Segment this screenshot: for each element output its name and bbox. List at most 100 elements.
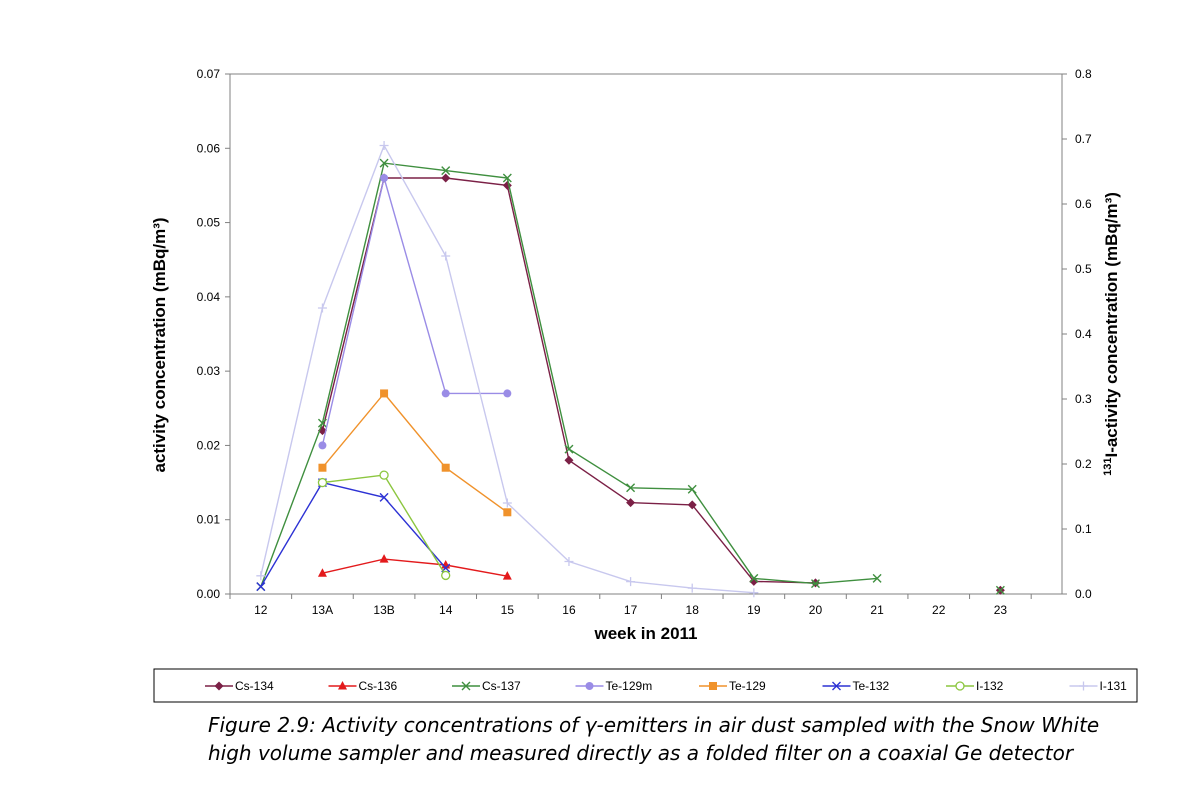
x-tick-label: 13A <box>312 603 333 617</box>
data-point-cs-137 <box>564 444 574 454</box>
legend-item-cs-134: Cs-134 <box>205 679 274 693</box>
data-point-cs-134 <box>441 173 451 183</box>
x-tick-label: 21 <box>870 603 884 617</box>
y-tick-label: 0.01 <box>197 513 221 527</box>
series-layer <box>256 141 1005 598</box>
data-point-te-132 <box>379 492 389 502</box>
legend-label: Te-129 <box>729 679 766 693</box>
data-point-cs-137 <box>502 173 512 183</box>
legend-label: Cs-134 <box>235 679 274 693</box>
data-point-i-131 <box>502 498 512 508</box>
data-point-cs-134 <box>687 500 697 510</box>
legend-swatch-marker <box>955 681 965 691</box>
data-point-cs-134 <box>626 498 636 508</box>
data-point-te-129m <box>441 389 450 398</box>
y-axis-title: activity concentration (mBq/m³) <box>150 217 169 472</box>
data-point-te-129m <box>503 389 512 398</box>
legend-swatch-marker <box>585 682 594 690</box>
data-point-i-131 <box>564 557 574 566</box>
legend-swatch-marker <box>832 681 841 691</box>
data-point-i-131 <box>749 588 759 598</box>
data-point-te-129 <box>503 508 512 517</box>
y-tick-label: 0.05 <box>197 216 221 230</box>
data-point-cs-136 <box>379 554 389 563</box>
data-point-i-131 <box>687 583 697 593</box>
series-cs-136 <box>317 554 512 580</box>
legend-item-te-129m: Te-129m <box>575 679 653 693</box>
y2-tick-label: 0.5 <box>1075 262 1092 276</box>
legend: Cs-134 Cs-136 Cs-137 Te-129m Te-129 Te-132 I-1… <box>205 679 1127 693</box>
data-point-cs-136 <box>502 571 512 580</box>
legend-item-i-132: I-132 <box>946 679 1004 693</box>
series-cs-137 <box>256 158 1005 595</box>
data-point-cs-137 <box>995 585 1005 595</box>
legend-swatch-marker <box>214 681 224 691</box>
data-point-te-129 <box>380 389 389 398</box>
data-point-te-132 <box>256 582 266 592</box>
data-point-cs-137 <box>687 484 697 494</box>
legend-label: Cs-137 <box>482 679 521 693</box>
legend-swatch-marker <box>709 682 717 690</box>
y2-tick-label: 0.6 <box>1075 197 1092 211</box>
y-tick-label: 0.04 <box>197 290 221 304</box>
axes: 0.00 0.01 0.02 0.03 0.04 0.05 0.06 0.07 0.0 0.1 0.… <box>197 67 1092 617</box>
data-point-i-131 <box>441 251 451 261</box>
series-i-132 <box>317 470 451 581</box>
legend-label: Cs-136 <box>359 679 398 693</box>
data-point-cs-137 <box>810 579 820 589</box>
legend-label: Te-132 <box>853 679 890 693</box>
series-line-te-129 <box>321 392 508 513</box>
x-tick-label: 18 <box>686 603 700 617</box>
data-point-te-129 <box>318 463 327 472</box>
y-tick-label: 0.00 <box>197 587 221 601</box>
y-tick-label: 0.02 <box>197 438 221 452</box>
x-tick-label: 20 <box>809 603 823 617</box>
series-te-129m <box>318 174 512 450</box>
legend-item-te-129: Te-129 <box>699 679 766 693</box>
y2-axis-title-sup: 131 <box>1102 458 1114 476</box>
data-point-cs-134 <box>502 180 512 190</box>
legend-item-cs-137: Cs-137 <box>452 679 521 693</box>
data-point-i-131 <box>317 303 327 313</box>
data-point-i-131 <box>379 141 389 150</box>
x-tick-label: 19 <box>747 603 761 617</box>
legend-swatch-marker <box>461 681 471 691</box>
data-point-cs-137 <box>379 158 389 168</box>
y2-axis-title: 131I-activity concentration (mBq/m³) <box>1102 192 1121 476</box>
data-point-te-129 <box>441 463 450 472</box>
data-point-te-129m <box>380 174 389 182</box>
legend-swatch-marker <box>338 681 347 690</box>
y2-tick-label: 0.7 <box>1075 132 1092 146</box>
data-point-cs-137 <box>317 418 327 428</box>
legend-item-te-132: Te-132 <box>822 679 890 693</box>
data-point-cs-137 <box>749 573 759 583</box>
series-line-te-129m <box>321 177 508 446</box>
legend-item-cs-136: Cs-136 <box>328 679 398 693</box>
series-cs-134 <box>317 173 1005 595</box>
data-point-cs-137 <box>441 166 451 176</box>
y-tick-label: 0.03 <box>197 364 221 378</box>
data-point-cs-134 <box>564 455 574 465</box>
data-point-i-132 <box>379 470 389 480</box>
y2-tick-label: 0.8 <box>1075 67 1092 81</box>
data-point-cs-137 <box>626 483 636 493</box>
x-tick-label: 23 <box>994 603 1008 617</box>
legend-label: Te-129m <box>606 679 653 693</box>
series-i-131 <box>256 141 759 598</box>
data-point-i-131 <box>256 571 266 581</box>
x-tick-label: 15 <box>501 603 515 617</box>
data-point-te-129m <box>318 441 327 450</box>
legend-swatch-marker <box>1079 681 1088 691</box>
x-tick-label: 13B <box>373 603 394 617</box>
data-point-cs-137 <box>872 573 882 583</box>
y2-tick-label: 0.4 <box>1075 327 1092 341</box>
y2-tick-label: 0.1 <box>1075 522 1092 536</box>
x-tick-label: 12 <box>254 603 268 617</box>
x-tick-label: 14 <box>439 603 453 617</box>
x-axis-title: week in 2011 <box>593 624 697 643</box>
y2-tick-label: 0.0 <box>1075 587 1092 601</box>
data-point-i-131 <box>626 577 636 587</box>
series-line-te-132 <box>260 481 447 587</box>
plot-area <box>229 73 1063 595</box>
